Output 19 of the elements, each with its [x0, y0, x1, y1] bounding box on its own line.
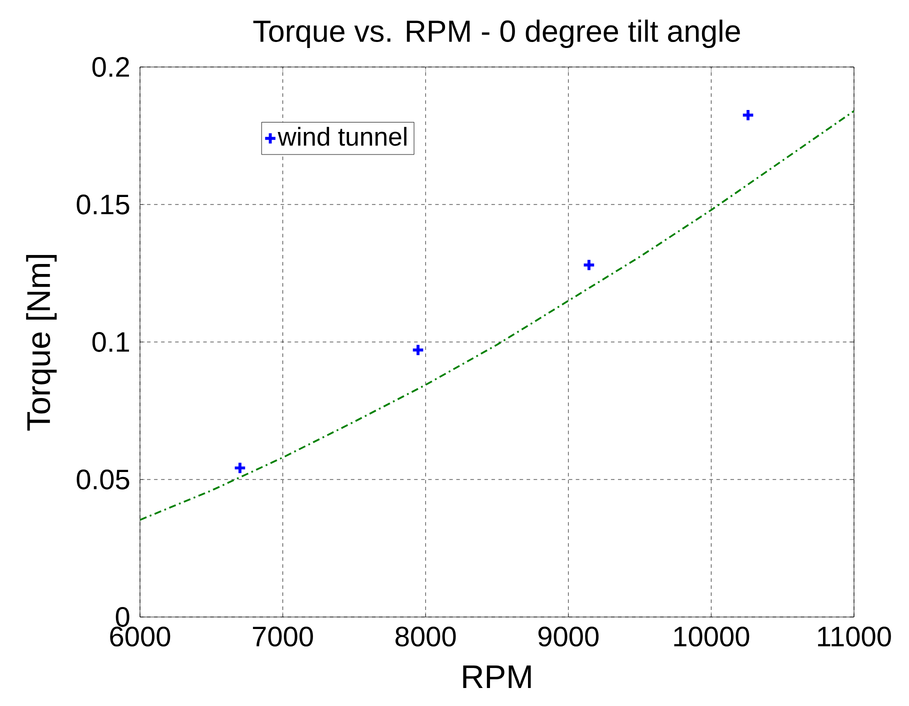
x-tick-label: 10000: [674, 626, 750, 647]
y-tick-label: 0.1: [92, 332, 130, 352]
y-tick-label: 0.05: [76, 470, 130, 490]
x-tick-label: 11000: [818, 626, 891, 647]
point: [741, 108, 755, 122]
y-tick-label: 0.15: [76, 194, 130, 214]
x-axis-title: RPM: [463, 665, 531, 688]
x-tick-label: 7000: [252, 626, 313, 647]
x-tick-label: 8000: [396, 626, 456, 647]
point: [582, 258, 596, 272]
legend-label: wind tunnel: [278, 126, 406, 146]
chart-title: Torque vs. RPM - 0 degree tilt angle: [253, 20, 740, 48]
x-tick-label: 6000: [110, 626, 170, 647]
y-tick-label: 0: [116, 607, 130, 627]
point: [411, 343, 425, 357]
x-tick-label: 9000: [538, 626, 599, 647]
y-axis-title: Torque [Nm]: [26, 255, 57, 431]
y-tick-label: 0.2: [92, 57, 129, 77]
point: [233, 461, 247, 475]
